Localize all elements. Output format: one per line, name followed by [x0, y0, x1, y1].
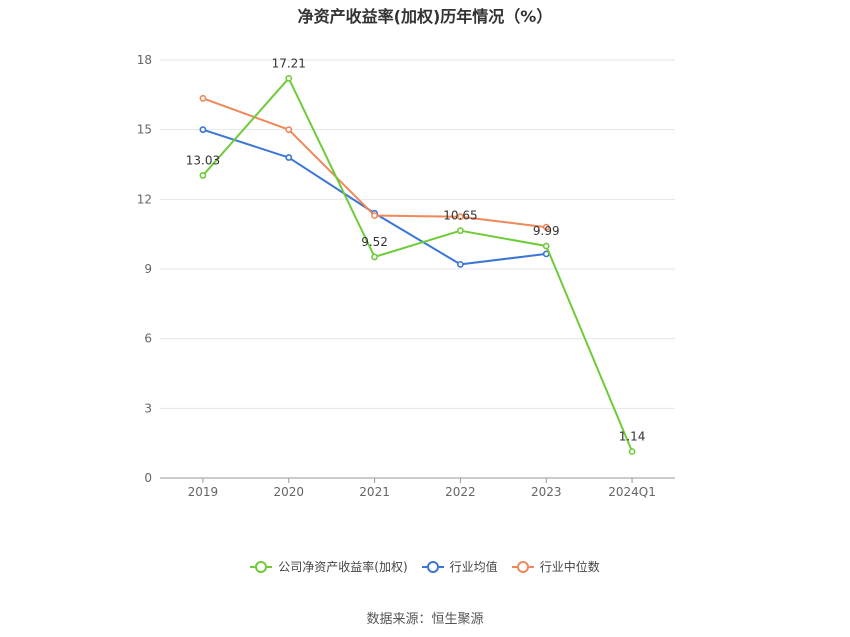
data-point [628, 448, 636, 455]
data-point [199, 94, 207, 102]
legend-item[interactable]: 行业中位数 [511, 558, 600, 575]
data-point [371, 253, 378, 261]
legend-label: 行业中位数 [539, 560, 600, 574]
data-point [371, 212, 378, 219]
y-tick-label: 0 [144, 471, 152, 485]
y-tick-label: 3 [144, 401, 152, 415]
series-line [202, 77, 634, 452]
y-tick-label: 18 [137, 53, 152, 67]
data-label: 1.14 [619, 430, 646, 444]
x-tick-label: 2023 [531, 485, 562, 499]
data-point [199, 126, 207, 134]
legend-marker-icon [511, 560, 534, 574]
x-tick-label: 2021 [359, 485, 390, 499]
data-label: 10.65 [443, 209, 477, 223]
data-point [542, 223, 550, 231]
y-tick-label: 9 [144, 262, 152, 276]
y-tick-label: 6 [144, 332, 152, 346]
legend: 公司净资产收益率(加权) 行业均值 行业中位数 [0, 558, 850, 575]
legend-item[interactable]: 公司净资产收益率(加权) [250, 558, 408, 575]
data-point [457, 227, 464, 235]
legend-marker-icon [421, 560, 444, 574]
data-point [457, 213, 464, 221]
legend-label: 公司净资产收益率(加权) [278, 560, 408, 574]
x-tick-label: 2022 [445, 485, 476, 499]
data-label: 17.21 [272, 56, 306, 70]
legend-label: 行业均值 [449, 560, 498, 574]
data-source: 数据来源：恒生聚源 [366, 612, 484, 627]
data-point [199, 172, 207, 179]
legend-marker-icon [250, 560, 273, 574]
x-tick-label: 2019 [188, 485, 219, 499]
y-tick-label: 12 [137, 192, 152, 206]
data-label: 13.03 [186, 153, 220, 167]
x-tick-label: 2020 [273, 485, 304, 499]
y-tick-label: 15 [137, 123, 152, 137]
data-point [285, 126, 293, 134]
legend-item[interactable]: 行业均值 [421, 558, 498, 575]
x-tick-label: 2024Q1 [608, 485, 656, 499]
data-point [457, 260, 464, 268]
data-point [285, 74, 293, 82]
chart-title: 净资产收益率(加权)历年情况（%） [297, 7, 553, 26]
data-point [285, 154, 293, 161]
data-point [542, 242, 550, 250]
data-label: 9.52 [361, 235, 388, 249]
data-label: 9.99 [533, 224, 560, 238]
